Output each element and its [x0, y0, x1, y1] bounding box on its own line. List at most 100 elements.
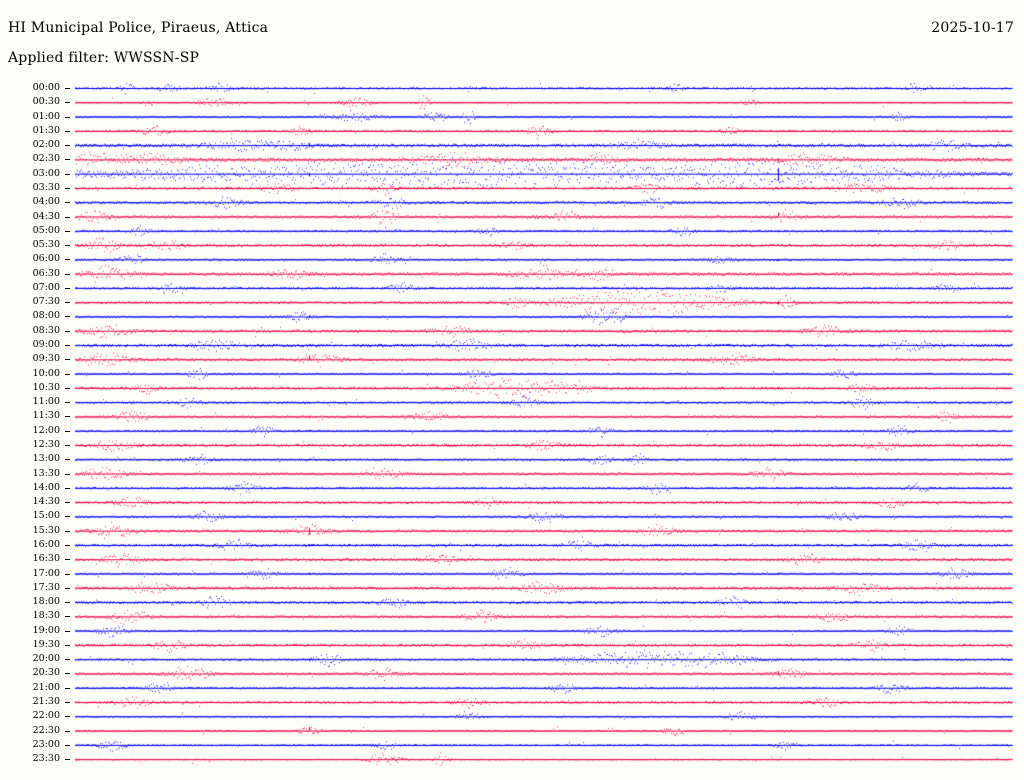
time-tick-label: 09:30 [32, 353, 60, 365]
time-tick-mark [65, 359, 70, 361]
time-tick-label: 04:30 [32, 210, 60, 222]
time-tick-label: 08:30 [32, 324, 60, 336]
time-tick-mark [65, 459, 70, 461]
time-tick-mark [65, 559, 70, 561]
time-tick-mark [65, 702, 70, 704]
time-tick-label: 18:30 [32, 610, 60, 622]
time-tick-mark [65, 687, 70, 689]
time-tick-mark [65, 159, 70, 161]
time-tick-mark [65, 173, 70, 175]
time-tick-label: 21:00 [32, 681, 60, 693]
record-date: 2025-10-17 [931, 20, 1014, 36]
time-tick-label: 04:00 [32, 196, 60, 208]
time-tick-label: 15:30 [32, 524, 60, 536]
time-tick-label: 15:00 [32, 510, 60, 522]
time-tick-mark [65, 345, 70, 347]
time-tick-mark [65, 473, 70, 475]
time-tick-mark [65, 673, 70, 675]
time-tick-label: 18:00 [32, 596, 60, 608]
time-tick-mark [65, 630, 70, 632]
time-tick-mark [65, 302, 70, 304]
time-tick-mark [65, 516, 70, 518]
time-tick-mark [65, 373, 70, 375]
time-tick-mark [65, 445, 70, 446]
time-tick-mark [65, 573, 70, 575]
time-tick-label: 22:00 [32, 710, 60, 722]
time-tick-label: 05:30 [32, 239, 60, 251]
time-tick-label: 05:00 [32, 224, 60, 236]
time-tick-label: 07:00 [32, 281, 60, 293]
time-tick-label: 11:00 [32, 396, 60, 408]
time-tick-label: 00:00 [32, 82, 60, 93]
time-tick-label: 10:30 [32, 381, 60, 393]
time-tick-mark [65, 416, 70, 418]
time-tick-mark [65, 730, 70, 732]
time-tick-label: 14:30 [32, 496, 60, 508]
time-tick-mark [65, 744, 70, 746]
time-tick-mark [65, 659, 70, 661]
time-tick-label: 21:30 [32, 696, 60, 708]
time-tick-mark [65, 187, 70, 189]
time-tick-mark [65, 602, 70, 604]
time-tick-label: 11:30 [32, 410, 60, 422]
time-tick-label: 17:30 [32, 581, 60, 593]
time-tick-mark [65, 430, 70, 432]
time-tick-mark [65, 587, 70, 589]
time-tick-label: 12:00 [32, 424, 60, 436]
station-title: HI Municipal Police, Piraeus, Attica [8, 20, 269, 36]
time-tick-label: 20:30 [32, 667, 60, 679]
time-tick-mark [65, 487, 70, 489]
time-tick-mark [65, 216, 70, 218]
time-tick-mark [65, 130, 70, 132]
time-tick-label: 12:30 [32, 439, 60, 450]
time-tick-label: 07:30 [32, 296, 60, 308]
time-tick-mark [65, 402, 70, 404]
time-tick-mark [65, 544, 70, 546]
time-tick-label: 19:00 [32, 624, 60, 636]
helicorder-plot: 00:00 00:30 01:00 01:30 02:00 02:30 03:00 03:30… [0, 78, 1024, 778]
time-tick-label: 22:30 [32, 724, 60, 736]
time-tick-label: 09:00 [32, 339, 60, 351]
time-tick-label: 16:30 [32, 553, 60, 565]
applied-filter-label: Applied filter: WWSSN-SP [8, 50, 200, 66]
time-tick-label: 08:00 [32, 310, 60, 322]
time-tick-label: 00:30 [32, 96, 60, 108]
time-tick-mark [65, 245, 70, 247]
time-tick-label: 01:30 [32, 124, 60, 136]
time-tick-label: 01:00 [32, 110, 60, 122]
time-tick-mark [65, 616, 70, 618]
time-tick-label: 03:00 [32, 167, 60, 179]
time-tick-label: 14:00 [32, 481, 60, 493]
time-tick-mark [65, 387, 70, 389]
time-tick-label: 17:00 [32, 567, 60, 579]
time-tick-mark [65, 88, 70, 89]
time-tick-label: 19:30 [32, 638, 60, 650]
time-tick-label: 06:30 [32, 267, 60, 279]
time-tick-mark [65, 202, 70, 204]
time-tick-mark [65, 259, 70, 261]
time-tick-mark [65, 716, 70, 718]
time-tick-label: 02:30 [32, 153, 60, 165]
time-tick-label: 23:30 [32, 753, 60, 765]
time-tick-label: 23:00 [32, 738, 60, 750]
time-tick-label: 16:00 [32, 538, 60, 550]
time-tick-label: 10:00 [32, 367, 60, 379]
time-tick-mark [65, 644, 70, 646]
time-tick-mark [65, 759, 70, 761]
time-tick-mark [65, 287, 70, 289]
time-tick-mark [65, 530, 70, 532]
time-tick-mark [65, 145, 70, 147]
time-tick-mark [65, 273, 70, 275]
time-tick-mark [65, 116, 70, 118]
time-tick-mark [65, 316, 70, 318]
time-tick-mark [65, 502, 70, 504]
time-tick-label: 13:00 [32, 453, 60, 465]
seismic-trace-canvas [0, 78, 1024, 778]
time-tick-label: 06:00 [32, 253, 60, 265]
time-tick-mark [65, 330, 70, 332]
time-tick-mark [65, 230, 70, 232]
time-tick-label: 20:00 [32, 653, 60, 665]
time-tick-label: 13:30 [32, 467, 60, 479]
time-tick-mark [65, 102, 70, 104]
